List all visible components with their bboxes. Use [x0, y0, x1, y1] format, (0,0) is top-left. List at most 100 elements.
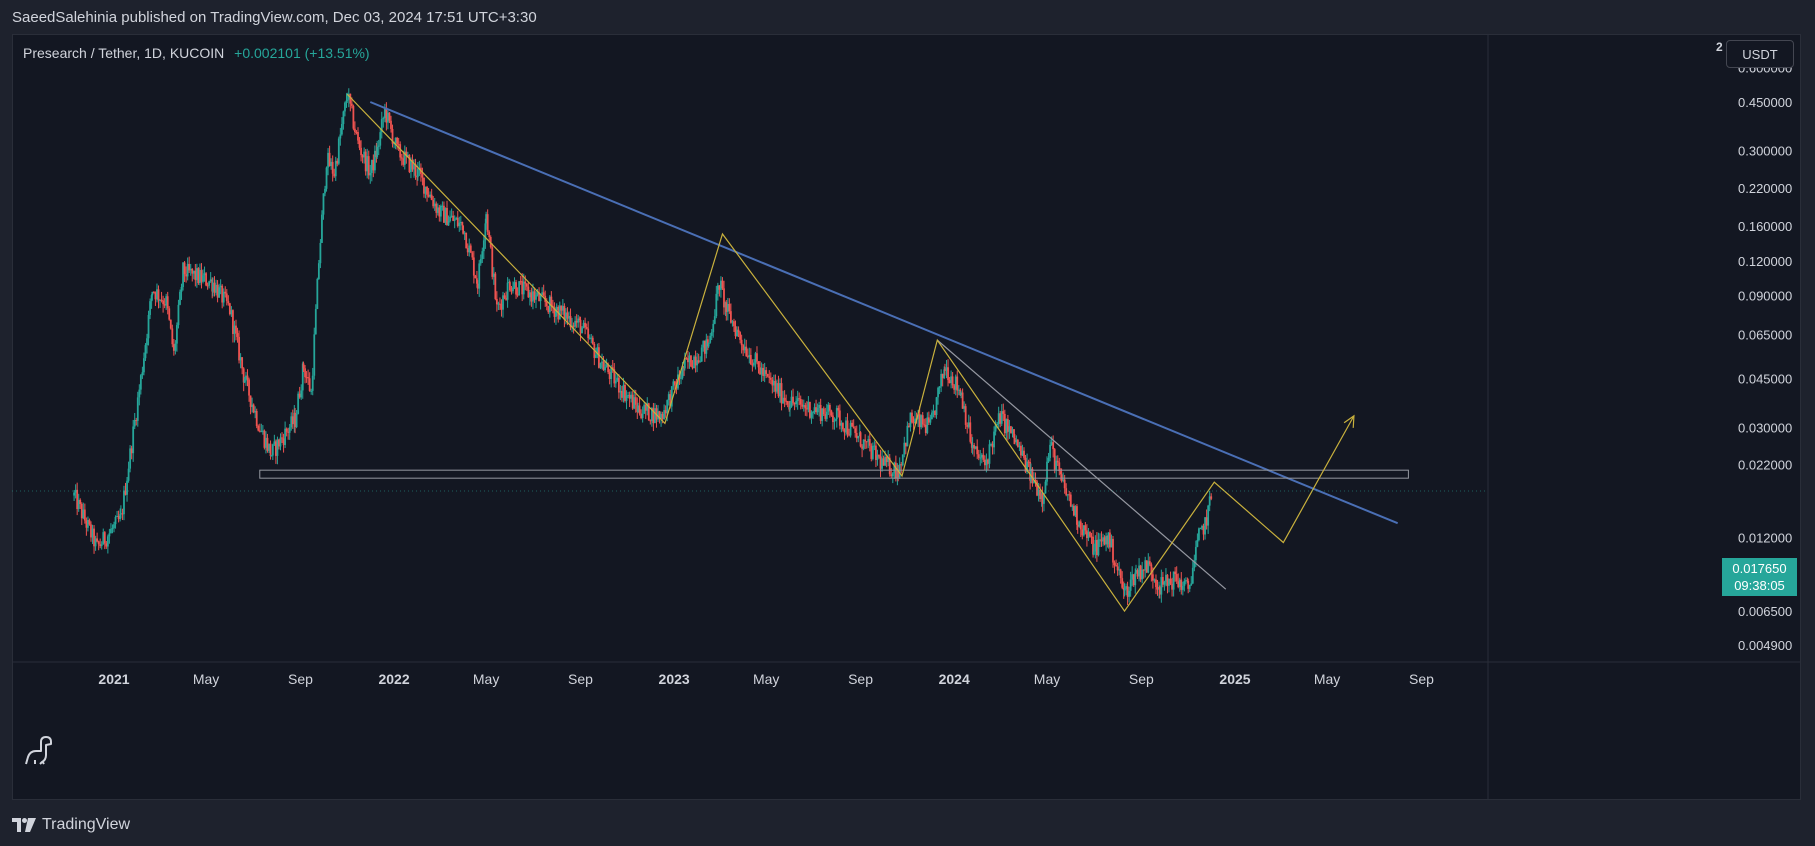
candle-body — [1172, 571, 1175, 590]
candle-body — [152, 291, 155, 293]
candle-body — [802, 405, 805, 407]
candle-body — [73, 492, 76, 496]
candle-body — [443, 205, 445, 223]
candle-body — [466, 248, 469, 253]
y-tick-label: 0.160000 — [1738, 219, 1792, 234]
candle-body — [1005, 419, 1008, 434]
candle-body — [945, 367, 948, 371]
candle-body — [339, 134, 342, 139]
candle-body — [238, 336, 240, 361]
candle-body — [408, 154, 411, 172]
candle-body — [87, 520, 89, 528]
candle-body — [350, 103, 353, 106]
candle-body — [246, 375, 249, 380]
candle-body — [500, 304, 503, 310]
candle-body — [971, 445, 974, 448]
currency-button[interactable]: USDT — [1726, 40, 1794, 68]
chart-axes: 0.6000000.4500000.3000000.2200000.160000… — [12, 34, 1801, 800]
candle-body — [1174, 571, 1177, 575]
candle-body — [519, 281, 522, 283]
candle-body — [734, 326, 737, 337]
candle-body — [436, 207, 439, 213]
candle-body — [154, 292, 157, 300]
candle-body — [1155, 579, 1157, 587]
candle-body — [405, 151, 408, 156]
candle-body — [149, 301, 151, 315]
candle-body — [218, 287, 221, 298]
candle-body — [1168, 578, 1170, 586]
candle-body — [1116, 566, 1119, 571]
candle-body — [536, 292, 539, 295]
candle-body — [297, 393, 300, 414]
candle-body — [99, 544, 102, 547]
candle-body — [530, 292, 533, 302]
candle-body — [486, 214, 489, 232]
footer-brand[interactable]: TradingView — [12, 816, 130, 834]
candle-body — [792, 396, 794, 403]
candle-body — [607, 364, 610, 373]
candle-body — [505, 297, 507, 300]
candle-body — [461, 221, 464, 226]
candle-body — [1138, 565, 1140, 577]
candle-body — [699, 361, 702, 363]
candle-body — [235, 325, 237, 334]
candle-body — [723, 288, 725, 308]
candle-body — [491, 247, 494, 277]
candle-body — [731, 321, 734, 323]
candle-body — [818, 405, 821, 408]
candle-body — [641, 413, 644, 419]
candle-body — [658, 411, 661, 419]
candle-body — [756, 353, 758, 362]
candle-body — [539, 294, 542, 302]
candle-body — [577, 318, 580, 323]
candle-body — [931, 412, 933, 420]
candle-body — [1013, 429, 1015, 438]
candle-body — [219, 285, 222, 288]
candle-body — [855, 432, 858, 439]
candle-body — [1123, 589, 1126, 591]
candle-body — [1201, 526, 1203, 529]
candle-body — [456, 217, 459, 227]
candle-body — [1102, 537, 1104, 542]
candle-body — [441, 205, 444, 207]
candle-body — [670, 386, 673, 407]
candle-body — [694, 356, 697, 366]
candle-body — [518, 281, 521, 296]
candle-body — [358, 140, 361, 148]
candle-body — [147, 314, 150, 339]
symbol-legend: Presearch / Tether, 1D, KUCOIN +0.002101… — [23, 45, 370, 61]
candle-body — [873, 445, 876, 447]
candle-body — [1011, 429, 1014, 434]
candle-body — [921, 415, 924, 425]
candle-body — [1050, 442, 1053, 445]
candle-body — [1153, 579, 1156, 581]
price-chart[interactable]: 0.6000000.4500000.3000000.2200000.160000… — [12, 34, 1801, 800]
candle-body — [80, 503, 83, 519]
candle-body — [1002, 411, 1005, 414]
candle-body — [1003, 413, 1006, 434]
candle-body — [90, 524, 92, 538]
candle-body — [331, 161, 334, 174]
candle-body — [195, 268, 198, 281]
candle-body — [596, 347, 599, 355]
candle-body — [94, 538, 97, 547]
x-tick-label: Sep — [848, 671, 873, 687]
candle-body — [904, 442, 907, 447]
candle-body — [1033, 479, 1035, 484]
candle-body — [313, 334, 316, 376]
dino-icon[interactable] — [24, 734, 54, 766]
y-tick-label: 0.022000 — [1738, 458, 1792, 473]
candle-body — [816, 407, 819, 413]
candle-body — [1090, 536, 1093, 538]
x-tick-label: May — [473, 671, 499, 687]
candle-body — [891, 473, 894, 477]
candle-body — [771, 379, 774, 386]
candle-body — [1013, 437, 1016, 443]
candle-body — [906, 425, 909, 447]
candle-body — [846, 420, 849, 435]
candle-body — [774, 380, 777, 392]
candle-body — [611, 367, 614, 370]
candle-body — [762, 367, 765, 376]
candle-body — [311, 375, 314, 391]
candle-body — [588, 337, 591, 339]
